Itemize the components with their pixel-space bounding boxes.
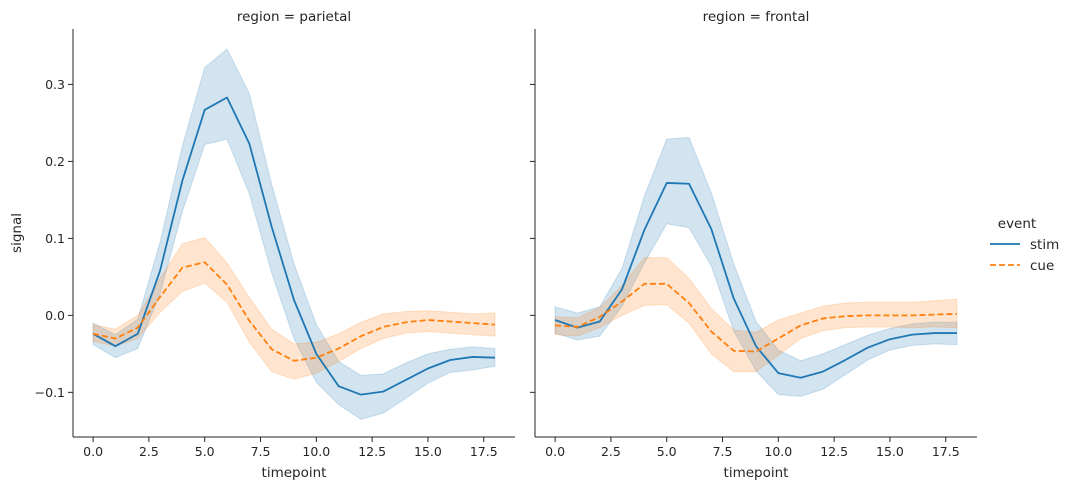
y-tick-label: 0.0: [45, 308, 65, 323]
x-axis-label: timepoint: [724, 465, 789, 481]
x-tick-label: 2.5: [601, 444, 621, 459]
legend-entry-cue: cue: [1030, 258, 1054, 274]
panel-2: region = frontal 0.0 2.5 5.0 7.5 10.0 12.5 15.0…: [530, 9, 977, 481]
panel-title: region = frontal: [703, 9, 810, 25]
series-line-cue: [555, 282, 957, 353]
series-line-stim: [92, 96, 495, 396]
legend: event stim cue: [990, 216, 1059, 274]
x-tick-label: 17.5: [932, 444, 960, 459]
x-tick-label: 12.5: [358, 444, 386, 459]
y-tick-label: 0.3: [45, 77, 65, 92]
x-tick-label: 15.0: [876, 444, 904, 459]
confidence-band-cue: [92, 237, 496, 380]
x-tick-label: 10.0: [764, 444, 792, 459]
y-tick-label: 0.1: [45, 231, 65, 246]
x-tick-label: 17.5: [470, 444, 498, 459]
x-tick-label: 10.0: [302, 444, 330, 459]
panel-title: region = parietal: [237, 9, 351, 25]
x-axis-label: timepoint: [262, 465, 327, 481]
series-line-stim: [554, 182, 957, 379]
legend-entry-stim: stim: [1030, 237, 1059, 253]
x-tick-label: 7.5: [713, 444, 733, 459]
x-tick-label: 12.5: [820, 444, 848, 459]
series-line-cue: [92, 261, 495, 362]
legend-title: event: [998, 216, 1036, 232]
confidence-band-stim: [92, 48, 496, 420]
confidence-band-cue: [554, 257, 958, 373]
x-tick-label: 5.0: [195, 444, 215, 459]
x-tick-label: 15.0: [414, 444, 442, 459]
y-tick-label: −0.1: [35, 385, 65, 400]
panel-1: region = parietal 0.0 2.5 5.0 7.5 10.0 12.5 15.…: [35, 9, 515, 481]
x-tick-label: 0.0: [83, 444, 103, 459]
x-tick-label: 0.0: [545, 444, 565, 459]
y-tick-label: 0.2: [45, 154, 65, 169]
y-axis-label: signal: [9, 213, 25, 253]
x-tick-label: 5.0: [657, 444, 677, 459]
x-tick-label: 2.5: [139, 444, 159, 459]
confidence-band-stim: [554, 137, 958, 397]
x-tick-label: 7.5: [251, 444, 271, 459]
